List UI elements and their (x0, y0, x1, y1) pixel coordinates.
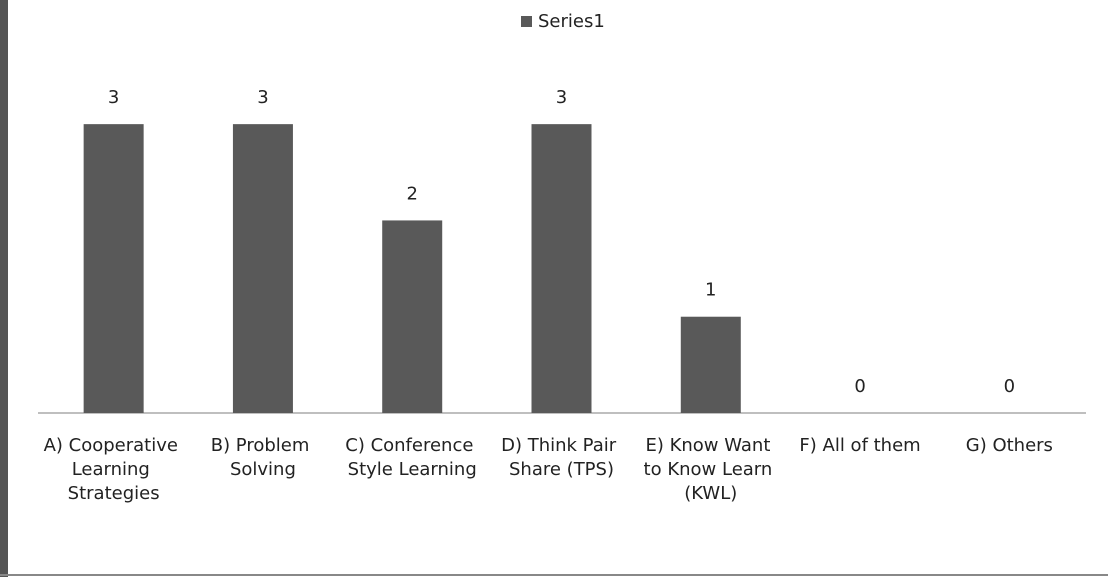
data-label: 3 (108, 87, 119, 108)
x-tick-label: D) Think Pair Share (TPS) (501, 435, 622, 480)
data-label: 3 (556, 87, 567, 108)
x-tick-label: A) Cooperative Learning Strategies (44, 435, 184, 504)
x-tick-label: E) Know Want to Know Learn (KWL) (644, 435, 779, 504)
x-tick-label: B) Problem Solving (211, 435, 315, 480)
legend-label: Series1 (538, 11, 605, 32)
bar (680, 316, 741, 413)
x-tick-label: G) Others (966, 435, 1053, 456)
data-label: 2 (406, 183, 417, 204)
left-border (0, 0, 8, 577)
bar (382, 220, 443, 413)
data-label: 0 (1004, 376, 1015, 397)
bar (83, 124, 144, 414)
legend-swatch (521, 16, 532, 27)
bar (531, 124, 592, 414)
bar (232, 124, 293, 414)
data-label: 0 (854, 376, 865, 397)
data-label: 3 (257, 87, 268, 108)
x-tick-label: F) All of them (799, 435, 920, 456)
data-label: 1 (705, 280, 716, 301)
x-tick-label: C) Conference Style Learning (345, 435, 479, 480)
